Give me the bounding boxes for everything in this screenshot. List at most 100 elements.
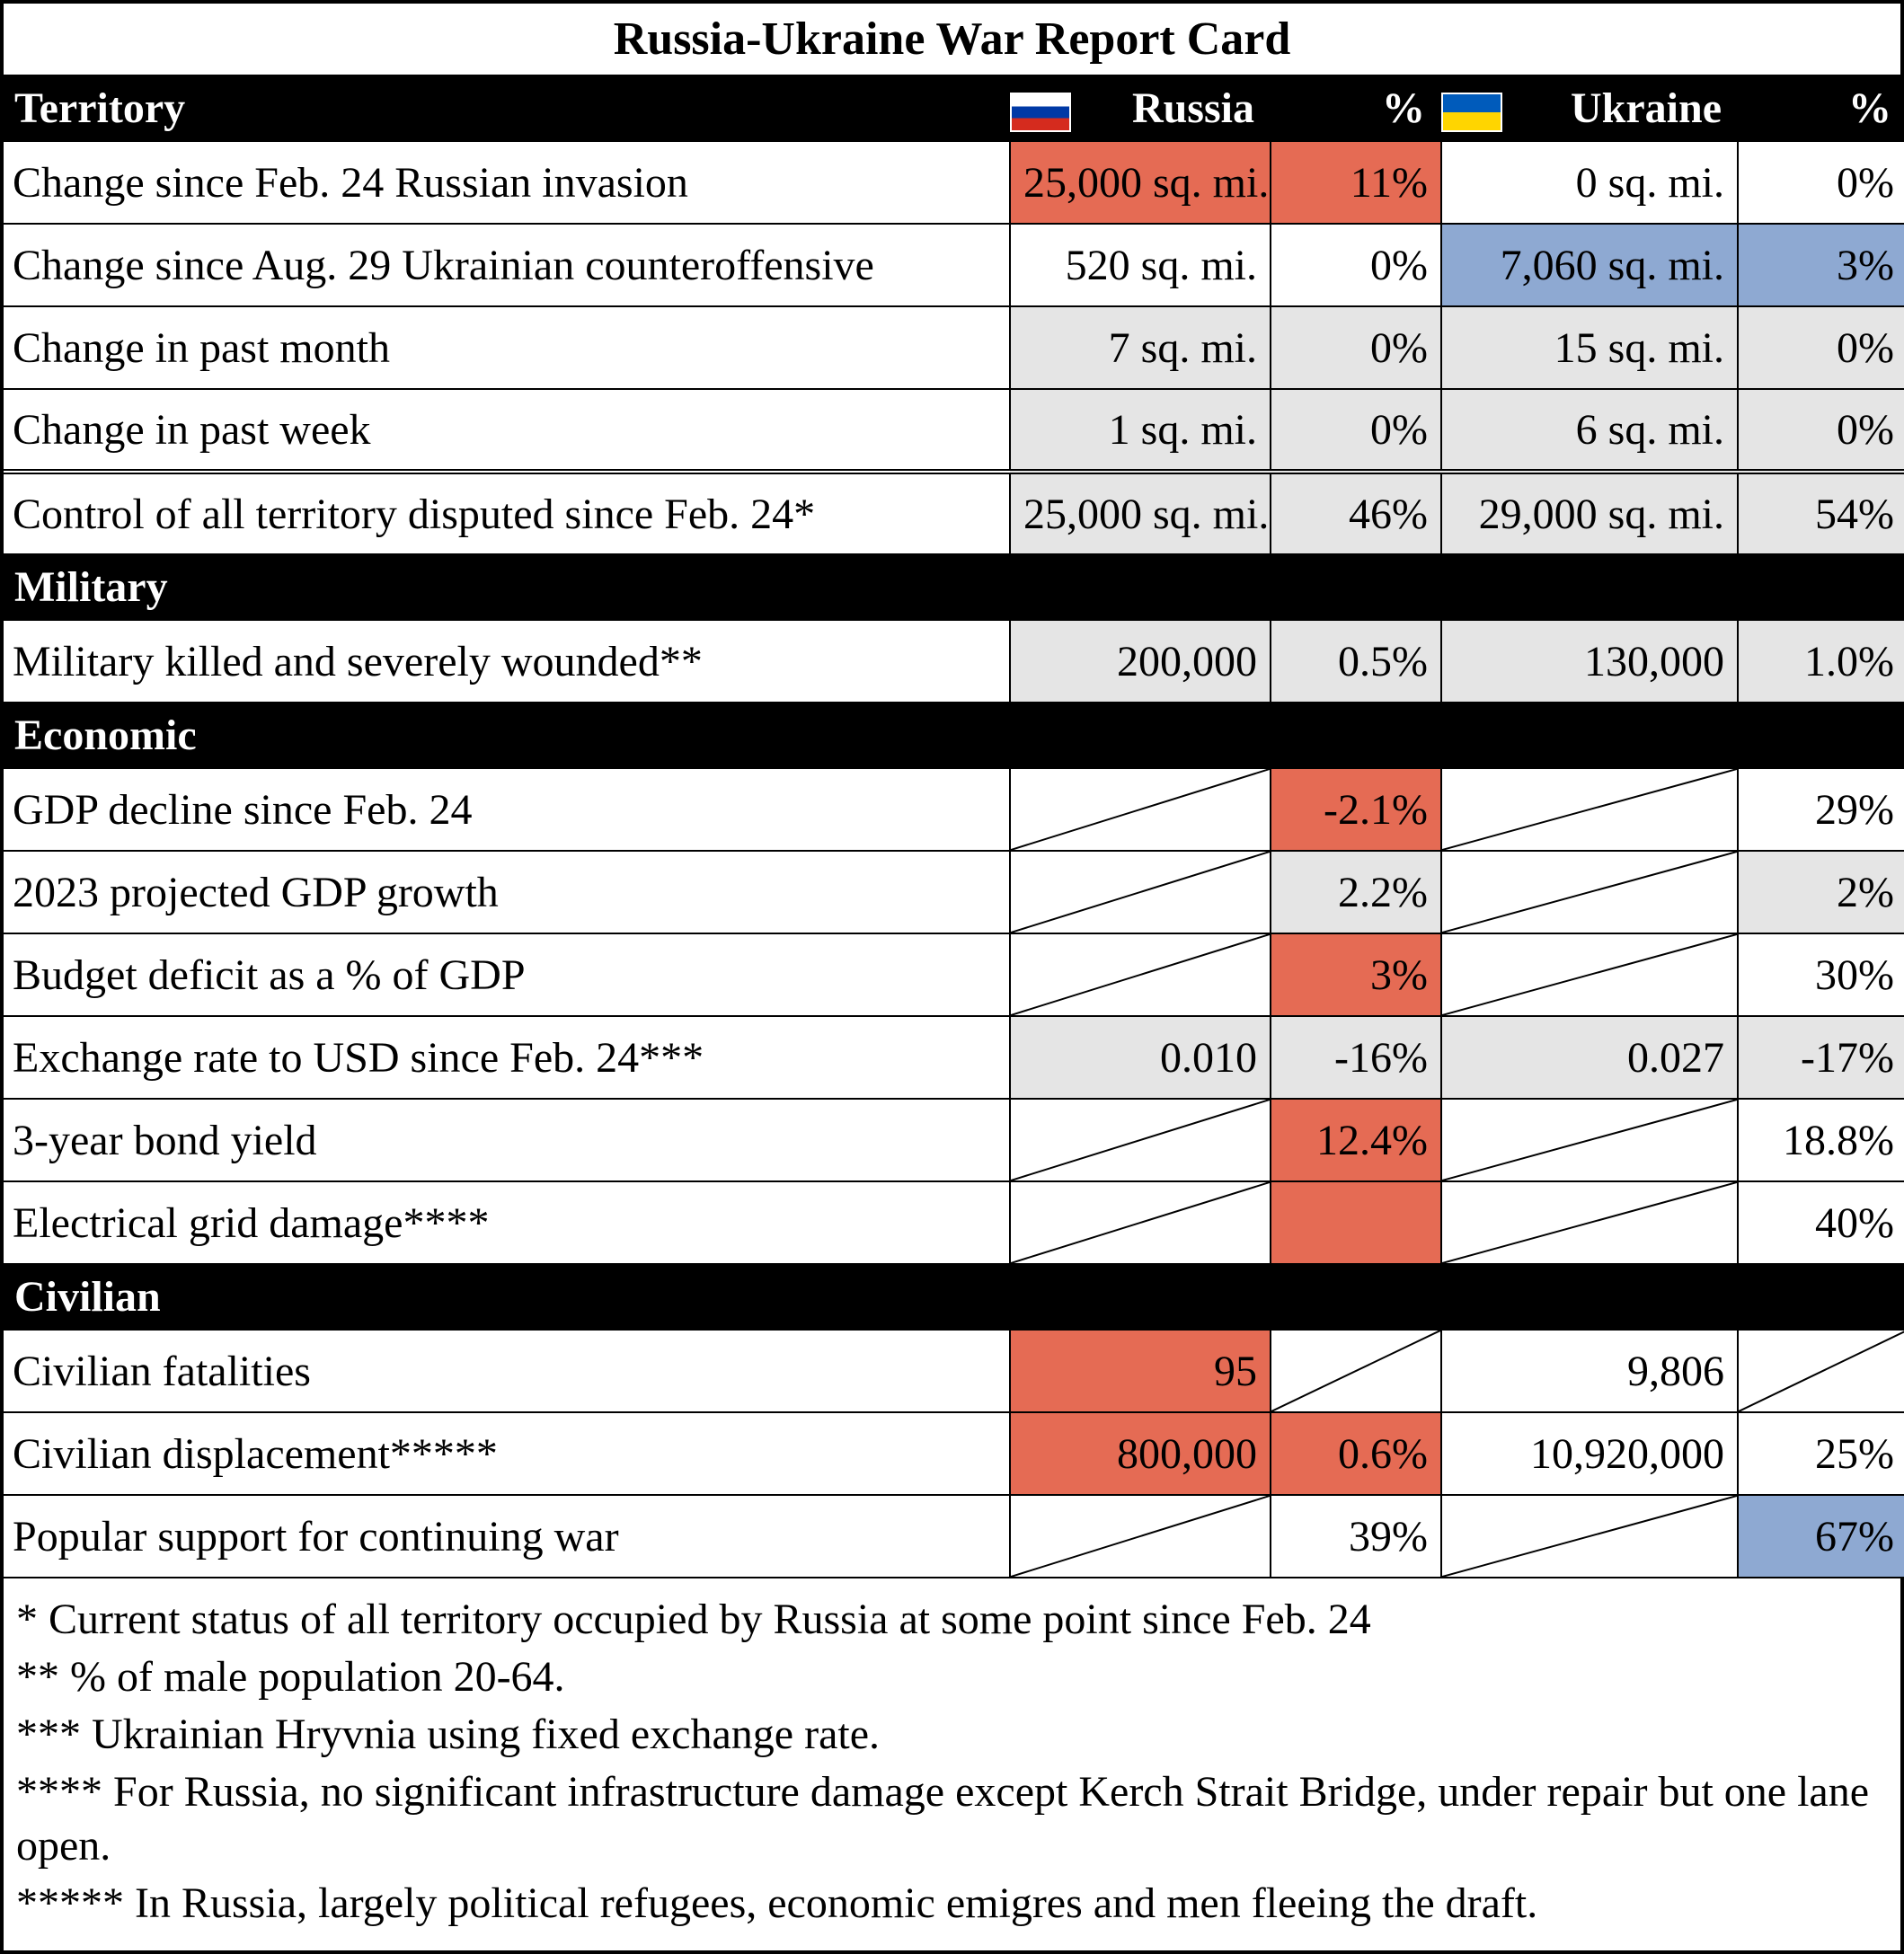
data-cell [1271, 1181, 1441, 1264]
data-cell: 29% [1738, 768, 1904, 851]
section-name: Military [4, 554, 1904, 620]
table-row: Popular support for continuing war 39% 67% [4, 1495, 1904, 1578]
section-header: Civilian [4, 1264, 1904, 1330]
data-cell: 0.027 [1441, 1016, 1738, 1099]
data-cell: 39% [1271, 1495, 1441, 1578]
data-cell: 67% [1738, 1495, 1904, 1578]
row-label: GDP decline since Feb. 24 [4, 768, 1010, 851]
data-cell [1010, 933, 1271, 1016]
footnote: * Current status of all territory occupi… [16, 1593, 1888, 1647]
data-cell: 1.0% [1738, 620, 1904, 703]
footnote: ** % of male population 20-64. [16, 1650, 1888, 1704]
data-cell: 0% [1738, 306, 1904, 389]
section-name: Civilian [4, 1264, 1904, 1330]
section-name: Territory [4, 76, 1010, 141]
data-cell: 0.5% [1271, 620, 1441, 703]
report-table: TerritoryRussia%Ukraine%Change since Feb… [4, 76, 1904, 1578]
header-russia: Russia [1010, 76, 1271, 141]
section-header: TerritoryRussia%Ukraine% [4, 76, 1904, 141]
data-cell [1441, 1495, 1738, 1578]
data-cell: 0 sq. mi. [1441, 141, 1738, 224]
ukraine-flag-icon [1441, 93, 1502, 132]
data-cell: 12.4% [1271, 1099, 1441, 1181]
footnotes: * Current status of all territory occupi… [4, 1578, 1900, 1950]
table-row: Military killed and severely wounded**20… [4, 620, 1904, 703]
data-cell [1010, 1181, 1271, 1264]
data-cell: -2.1% [1271, 768, 1441, 851]
data-cell [1010, 768, 1271, 851]
table-row: GDP decline since Feb. 24 -2.1% 29% [4, 768, 1904, 851]
data-cell: 0.6% [1271, 1412, 1441, 1495]
data-cell: -16% [1271, 1016, 1441, 1099]
data-cell [1441, 768, 1738, 851]
data-cell [1010, 1495, 1271, 1578]
data-cell: 25,000 sq. mi. [1010, 472, 1271, 554]
russia-flag-icon [1010, 93, 1071, 132]
data-cell: 0% [1738, 389, 1904, 472]
section-header: Economic [4, 703, 1904, 768]
data-cell [1738, 1330, 1904, 1412]
data-cell: 0.010 [1010, 1016, 1271, 1099]
data-cell: 25,000 sq. mi. [1010, 141, 1271, 224]
data-cell: -17% [1738, 1016, 1904, 1099]
data-cell [1441, 1099, 1738, 1181]
section-name: Economic [4, 703, 1904, 768]
data-cell: 520 sq. mi. [1010, 224, 1271, 306]
section-header: Military [4, 554, 1904, 620]
table-row: 3-year bond yield12.4%18.8% [4, 1099, 1904, 1181]
data-cell: 15 sq. mi. [1441, 306, 1738, 389]
row-label: Budget deficit as a % of GDP [4, 933, 1010, 1016]
row-label: Change in past month [4, 306, 1010, 389]
data-cell: 95 [1010, 1330, 1271, 1412]
data-cell [1010, 851, 1271, 933]
data-cell: 0% [1271, 306, 1441, 389]
footnote: ***** In Russia, largely political refug… [16, 1877, 1888, 1931]
footnote: **** For Russia, no significant infrastr… [16, 1765, 1888, 1873]
data-cell: 2.2% [1271, 851, 1441, 933]
report-card: Russia-Ukraine War Report Card Territory… [0, 0, 1904, 1954]
row-label: Exchange rate to USD since Feb. 24*** [4, 1016, 1010, 1099]
data-cell: 0% [1738, 141, 1904, 224]
data-cell [1010, 1099, 1271, 1181]
row-label: Change in past week [4, 389, 1010, 472]
header-ukraine: Ukraine [1441, 76, 1738, 141]
row-label: 3-year bond yield [4, 1099, 1010, 1181]
table-row: Civilian displacement*****800,0000.6%10,… [4, 1412, 1904, 1495]
footnote: *** Ukrainian Hryvnia using fixed exchan… [16, 1708, 1888, 1762]
data-cell: 7,060 sq. mi. [1441, 224, 1738, 306]
data-cell: 6 sq. mi. [1441, 389, 1738, 472]
table-row: Change in past week1 sq. mi.0%6 sq. mi.0… [4, 389, 1904, 472]
data-cell: 800,000 [1010, 1412, 1271, 1495]
data-cell: 29,000 sq. mi. [1441, 472, 1738, 554]
row-label: 2023 projected GDP growth [4, 851, 1010, 933]
data-cell: 25% [1738, 1412, 1904, 1495]
table-row: Exchange rate to USD since Feb. 24***0.0… [4, 1016, 1904, 1099]
data-cell [1441, 851, 1738, 933]
table-row: Civilian fatalities95 9,806 [4, 1330, 1904, 1412]
row-label: Popular support for continuing war [4, 1495, 1010, 1578]
data-cell: 54% [1738, 472, 1904, 554]
data-cell: 3% [1271, 933, 1441, 1016]
data-cell [1271, 1330, 1441, 1412]
data-cell: 0% [1271, 389, 1441, 472]
data-cell: 40% [1738, 1181, 1904, 1264]
data-cell [1441, 933, 1738, 1016]
data-cell: 9,806 [1441, 1330, 1738, 1412]
table-row: Budget deficit as a % of GDP3%30% [4, 933, 1904, 1016]
data-cell: 200,000 [1010, 620, 1271, 703]
data-cell: 11% [1271, 141, 1441, 224]
data-cell [1441, 1181, 1738, 1264]
data-cell: 1 sq. mi. [1010, 389, 1271, 472]
row-label: Electrical grid damage**** [4, 1181, 1010, 1264]
table-row: Change in past month7 sq. mi.0%15 sq. mi… [4, 306, 1904, 389]
table-row: 2023 projected GDP growth2.2%2% [4, 851, 1904, 933]
table-row: Change since Feb. 24 Russian invasion25,… [4, 141, 1904, 224]
data-cell: 0% [1271, 224, 1441, 306]
row-label: Change since Aug. 29 Ukrainian counterof… [4, 224, 1010, 306]
report-title: Russia-Ukraine War Report Card [4, 4, 1900, 76]
row-label: Civilian fatalities [4, 1330, 1010, 1412]
row-label: Control of all territory disputed since … [4, 472, 1010, 554]
table-row: Change since Aug. 29 Ukrainian counterof… [4, 224, 1904, 306]
header-pct: % [1271, 76, 1441, 141]
data-cell: 10,920,000 [1441, 1412, 1738, 1495]
